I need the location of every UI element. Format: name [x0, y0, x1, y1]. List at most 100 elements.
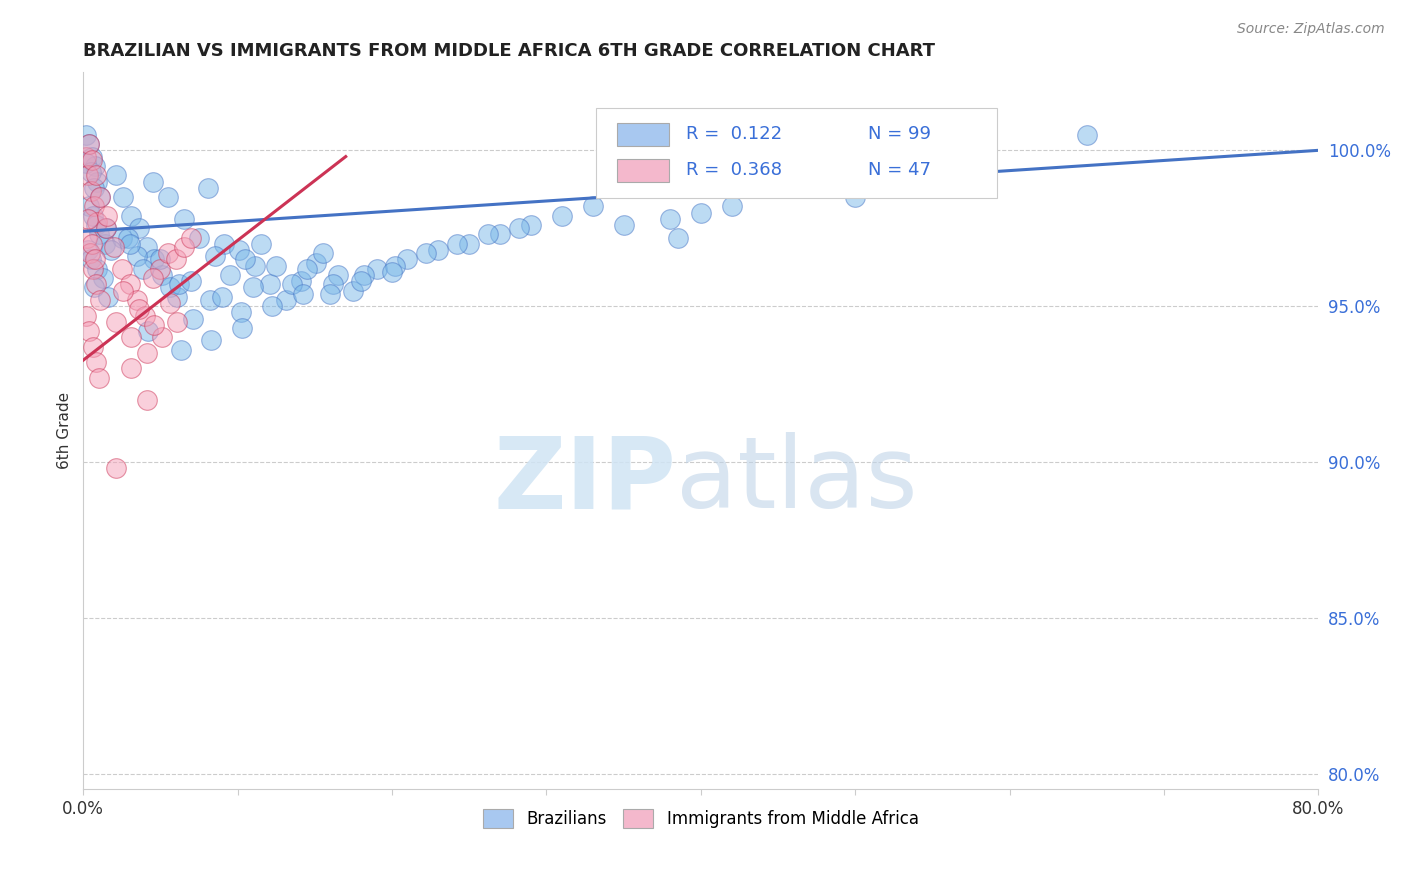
FancyBboxPatch shape	[617, 123, 669, 146]
Point	[149, 252, 172, 267]
Point	[173, 240, 195, 254]
FancyBboxPatch shape	[596, 108, 997, 198]
Point	[219, 268, 242, 282]
Point	[76, 230, 98, 244]
Point	[104, 168, 127, 182]
Point	[582, 199, 605, 213]
Text: R =  0.368: R = 0.368	[686, 161, 782, 179]
Point	[689, 205, 711, 219]
Point	[322, 277, 344, 292]
Point	[291, 286, 314, 301]
Point	[75, 150, 97, 164]
Point	[260, 299, 283, 313]
Point	[167, 277, 190, 292]
Point	[243, 259, 266, 273]
Point	[353, 268, 375, 282]
Point	[720, 199, 742, 213]
Point	[157, 246, 180, 260]
Point	[844, 190, 866, 204]
Point	[150, 330, 173, 344]
Point	[136, 324, 159, 338]
Point	[290, 274, 312, 288]
Point	[326, 268, 349, 282]
Point	[117, 230, 139, 244]
Point	[242, 280, 264, 294]
Point	[446, 236, 468, 251]
Point	[396, 252, 419, 267]
Point	[80, 153, 103, 167]
Point	[143, 252, 166, 267]
Text: N = 47: N = 47	[868, 161, 931, 179]
Point	[94, 236, 117, 251]
Point	[83, 180, 105, 194]
Point	[83, 252, 105, 267]
FancyBboxPatch shape	[617, 159, 669, 182]
Point	[489, 227, 512, 242]
Point	[79, 246, 101, 260]
Point	[93, 271, 115, 285]
Point	[135, 346, 157, 360]
Point	[159, 280, 181, 294]
Point	[120, 361, 142, 376]
Point	[118, 277, 141, 292]
Point	[132, 261, 155, 276]
Point	[75, 309, 97, 323]
Point	[96, 221, 118, 235]
Point	[235, 252, 257, 267]
Point	[127, 293, 149, 307]
Point	[135, 240, 157, 254]
Point	[458, 236, 481, 251]
Point	[381, 265, 404, 279]
Text: Source: ZipAtlas.com: Source: ZipAtlas.com	[1237, 22, 1385, 37]
Point	[82, 340, 104, 354]
Point	[75, 156, 97, 170]
Point	[111, 261, 134, 276]
Point	[350, 274, 373, 288]
Point	[173, 211, 195, 226]
Point	[100, 243, 122, 257]
Point	[83, 280, 105, 294]
Point	[80, 150, 103, 164]
Point	[128, 302, 150, 317]
Point	[89, 190, 111, 204]
Point	[112, 190, 135, 204]
Point	[427, 243, 450, 257]
Point	[508, 221, 530, 235]
Point	[120, 209, 142, 223]
Point	[118, 236, 141, 251]
Text: BRAZILIAN VS IMMIGRANTS FROM MIDDLE AFRICA 6TH GRADE CORRELATION CHART: BRAZILIAN VS IMMIGRANTS FROM MIDDLE AFRI…	[83, 42, 935, 60]
Point	[181, 311, 204, 326]
Point	[128, 221, 150, 235]
Point	[180, 274, 202, 288]
Point	[80, 252, 103, 267]
Point	[77, 168, 100, 182]
Point	[658, 211, 681, 226]
Point	[259, 277, 281, 292]
Point	[551, 209, 574, 223]
Point	[89, 293, 111, 307]
Point	[229, 305, 252, 319]
Point	[77, 137, 100, 152]
Point	[231, 321, 253, 335]
Point	[80, 184, 103, 198]
Point	[274, 293, 297, 307]
Point	[84, 355, 107, 369]
Point	[89, 190, 111, 204]
Point	[104, 461, 127, 475]
Point	[79, 199, 101, 213]
Point	[342, 284, 364, 298]
Point	[86, 261, 108, 276]
Point	[188, 230, 211, 244]
Point	[79, 324, 101, 338]
Point	[77, 211, 100, 226]
Point	[96, 209, 118, 223]
Point	[197, 180, 219, 194]
Point	[477, 227, 499, 242]
Point	[149, 261, 172, 276]
Point	[75, 128, 97, 142]
Point	[200, 334, 222, 348]
Point	[104, 315, 127, 329]
Point	[86, 215, 108, 229]
Point	[134, 309, 156, 323]
Point	[311, 246, 333, 260]
